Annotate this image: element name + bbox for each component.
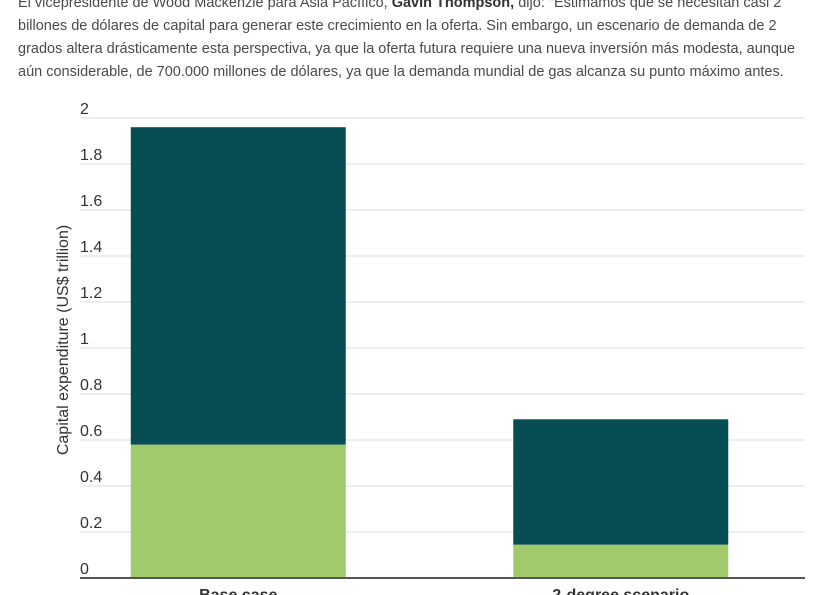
bar-segment-upper bbox=[130, 127, 346, 445]
y-tick-label: 1.4 bbox=[80, 239, 102, 256]
bars bbox=[130, 127, 729, 578]
x-category-label: 2-degree scenario bbox=[552, 587, 689, 595]
y-tick-label: 0 bbox=[80, 561, 89, 578]
y-tick-label: 0.8 bbox=[80, 377, 102, 394]
y-axis-title: Capital expenditure (US$ trillion) bbox=[55, 225, 72, 455]
y-tick-label: 0.2 bbox=[80, 515, 102, 532]
article-text-part1: El vicepresidente de Wood Mackenzie para… bbox=[18, 0, 392, 11]
article-text-part2: dijo: "Estimamos que se necesitan casi 2… bbox=[18, 0, 796, 80]
y-tick-label: 1.2 bbox=[80, 285, 102, 302]
y-tick-label: 0.4 bbox=[80, 469, 102, 486]
article-paragraph: El vicepresidente de Wood Mackenzie para… bbox=[18, 0, 818, 84]
y-tick-label: 1.8 bbox=[80, 147, 102, 164]
bar-segment-lower bbox=[130, 444, 346, 578]
y-tick-label: 1 bbox=[80, 331, 89, 348]
y-tick-label: 2 bbox=[80, 101, 89, 118]
y-tick-label: 0.6 bbox=[80, 423, 102, 440]
bar-segment-upper bbox=[513, 419, 729, 545]
x-category-label: Base case bbox=[199, 587, 277, 595]
bar-segment-lower bbox=[513, 544, 729, 578]
y-tick-label: 1.6 bbox=[80, 193, 102, 210]
speaker-name: Gavin Thompson, bbox=[391, 0, 515, 11]
x-axis-categories: Base case 2-degree scenario bbox=[199, 587, 689, 595]
y-axis-ticks: 0 0.2 0.4 0.6 0.8 1 1.2 1.4 1.6 1.8 2 bbox=[80, 101, 102, 578]
